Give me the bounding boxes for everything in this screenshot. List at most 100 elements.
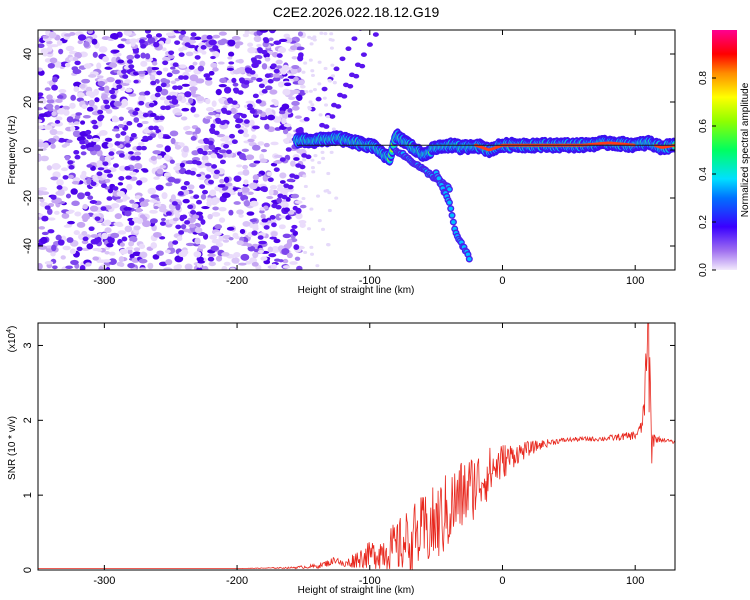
heatmap-cell — [211, 211, 221, 217]
heatmap-cell — [140, 44, 147, 49]
heatmap-cell — [132, 49, 139, 54]
bottom-x-tick-label: -200 — [226, 575, 248, 587]
heatmap-cell — [111, 128, 120, 132]
heatmap-cell — [69, 102, 76, 109]
top-x-axis: -300 -200 -100 0 100 — [93, 30, 644, 287]
heatmap-cell — [144, 90, 151, 96]
heatmap-cell — [135, 207, 142, 213]
heatmap-cell — [191, 82, 198, 86]
heatmap-cell — [121, 236, 128, 242]
heatmap-cell — [87, 147, 96, 152]
heatmap-cell — [345, 46, 352, 51]
heatmap-cell — [304, 90, 309, 94]
heatmap-cell — [131, 203, 139, 209]
heatmap-cell — [81, 214, 91, 221]
heatmap-cell — [230, 107, 237, 114]
heatmap-cell — [293, 174, 300, 180]
heatmap-cell — [224, 86, 232, 94]
heatmap-cell — [281, 118, 287, 125]
heatmap-cell — [293, 157, 300, 161]
heatmap-cell — [38, 119, 43, 123]
heatmap-cell — [246, 243, 253, 248]
heatmap-cell — [123, 30, 133, 36]
heatmap-cell — [276, 53, 283, 58]
heatmap-cell — [124, 225, 133, 233]
heatmap-cell — [100, 206, 107, 211]
heatmap-cell — [275, 213, 282, 221]
heatmap-cell — [210, 55, 216, 60]
heatmap-cell — [215, 255, 223, 262]
heatmap-cell — [331, 127, 336, 131]
heatmap-cell — [50, 195, 57, 200]
heatmap-cell — [308, 89, 313, 93]
heatmap-cell — [152, 61, 158, 66]
heatmap-cell — [269, 184, 278, 190]
heatmap-cell — [156, 70, 163, 76]
heatmap-cell — [296, 265, 303, 270]
heatmap-cell — [273, 238, 281, 244]
heatmap-cell — [226, 67, 234, 71]
heatmap-cell — [240, 186, 250, 193]
heatmap-cell — [287, 184, 294, 190]
heatmap-cell — [129, 199, 135, 204]
heatmap-cell — [101, 173, 108, 179]
heatmap-cell — [77, 34, 87, 41]
heatmap-cell — [233, 252, 241, 258]
heatmap-cell — [207, 179, 214, 185]
heatmap-cell — [323, 31, 328, 36]
heatmap-cell — [212, 34, 221, 39]
heatmap-cell — [73, 121, 80, 125]
heatmap-cell — [166, 72, 173, 78]
heatmap-cell — [96, 171, 103, 177]
y-scale-exponent: 4 — [6, 329, 13, 333]
heatmap-cell — [134, 107, 140, 112]
heatmap-cell — [74, 211, 82, 217]
heatmap-cell — [264, 56, 271, 62]
heatmap-cell — [306, 227, 311, 231]
heatmap-cell — [215, 119, 222, 124]
heatmap-cell — [185, 51, 194, 57]
heatmap-cell — [98, 114, 105, 120]
heatmap-cell — [174, 40, 181, 45]
heatmap-cell — [181, 107, 190, 112]
heatmap-cell — [127, 249, 133, 255]
heatmap-cell — [273, 68, 280, 74]
heatmap-cell — [322, 96, 327, 100]
heatmap-cell — [309, 42, 314, 46]
heatmap-cell — [283, 33, 291, 39]
heatmap-cell — [146, 66, 153, 74]
heatmap-cell — [329, 32, 334, 36]
heatmap-cell — [102, 56, 110, 63]
heatmap-cell — [205, 107, 215, 112]
heatmap-cell — [182, 189, 190, 195]
heatmap-cell — [69, 248, 77, 255]
bottom-x-tick-label: -100 — [359, 575, 381, 587]
heatmap-cell — [161, 47, 167, 52]
heatmap-cell — [128, 220, 135, 226]
heatmap-cell — [318, 113, 323, 117]
heatmap-cell — [38, 67, 43, 72]
bottom-x-axis-label: Height of straight line (km) — [298, 585, 415, 596]
heatmap-cell — [286, 178, 295, 183]
heatmap-cell — [172, 240, 179, 245]
heatmap-cell — [82, 114, 91, 119]
heatmap-cell — [96, 75, 104, 79]
heatmap-cell — [249, 218, 258, 223]
heatmap-cell — [249, 109, 256, 114]
heatmap-cell — [303, 61, 308, 65]
heatmap-cell — [223, 176, 230, 183]
heatmap-cell — [97, 167, 105, 171]
heatmap-cell — [114, 141, 121, 146]
heatmap-cell — [167, 241, 174, 249]
heatmap-cell — [220, 137, 229, 142]
heatmap-cell — [248, 182, 258, 190]
heatmap-cell — [273, 167, 280, 172]
heatmap-cell — [190, 32, 197, 37]
heatmap-cell — [104, 85, 110, 92]
heatmap-cell — [38, 263, 43, 270]
heatmap-cell — [290, 193, 300, 199]
heatmap-cell — [303, 116, 310, 122]
heatmap-cell — [273, 40, 282, 45]
heatmap-cell — [184, 263, 193, 270]
heatmap-cell — [278, 110, 286, 115]
